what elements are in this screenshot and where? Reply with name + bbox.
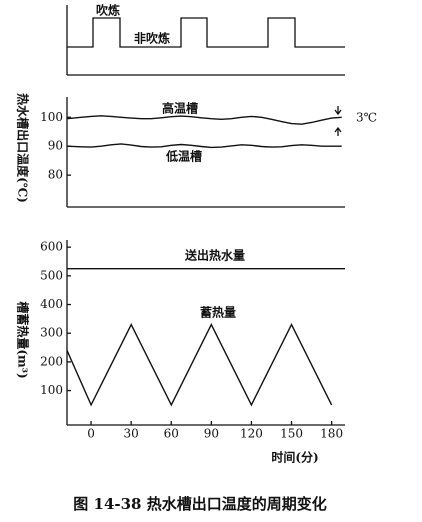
series-label: 低温槽: [165, 149, 202, 164]
y-tick-label: 90: [48, 139, 63, 153]
annotation-arrow: [334, 109, 342, 116]
series-label: 高温槽: [162, 101, 198, 116]
x-tick-label: 60: [164, 427, 179, 441]
y-tick-label: 200: [40, 354, 63, 368]
x-tick-label: 90: [204, 427, 219, 441]
x-tick-label: 30: [124, 427, 139, 441]
series-line: [66, 115, 342, 125]
annotation-arrow: [334, 126, 342, 133]
x-tick-label: 0: [87, 427, 95, 441]
y-tick-label: 600: [40, 240, 63, 254]
schedule-pulse: [67, 17, 345, 48]
annotation: 3℃: [356, 111, 377, 125]
y-axis-label: 槽蓄热量(m³): [16, 301, 31, 378]
series-line: [66, 323, 333, 407]
idle-label: 非吹炼: [134, 31, 170, 46]
x-tick-label: 150: [280, 427, 303, 441]
x-tick-label: 180: [320, 427, 343, 441]
y-tick-label: 400: [40, 297, 63, 311]
blow-label: 吹炼: [96, 3, 120, 18]
caption: 图 14-38 热水槽出口温度的周期变化: [73, 495, 326, 513]
series-label: 送出热水量: [184, 248, 245, 263]
series-line: [66, 143, 342, 149]
x-tick-label: 120: [240, 427, 263, 441]
y-axis-label: 热水槽出口温度(℃): [16, 93, 31, 203]
x-axis-label: 时间(分): [271, 450, 318, 465]
y-tick-label: 500: [40, 268, 63, 282]
y-tick-label: 300: [40, 326, 63, 340]
series-label: 蓄热量: [200, 305, 236, 320]
y-tick-label: 100: [40, 383, 63, 397]
y-tick-label: 100: [40, 110, 63, 124]
y-tick-label: 80: [48, 168, 63, 182]
